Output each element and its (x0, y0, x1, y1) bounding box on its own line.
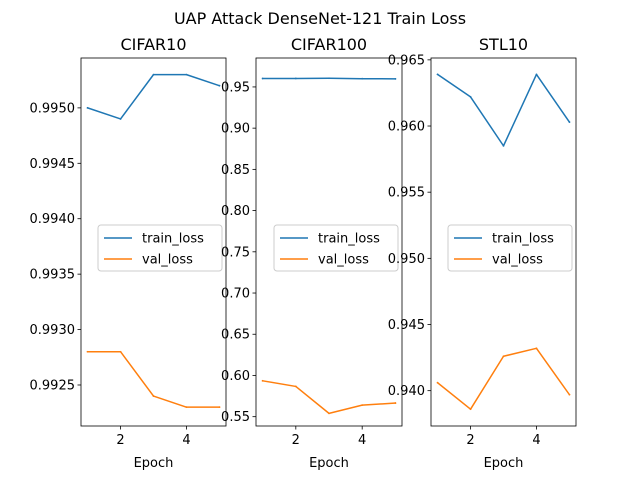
data-point (294, 385, 297, 388)
x-tick-label: 2 (116, 433, 124, 448)
y-axis: 0.55 0.60 0.65 0.70 0.75 0.80 0.85 0.90 0.95 (221, 80, 256, 425)
legend: train_loss val_loss (97, 224, 223, 272)
x-axis-label: Epoch (309, 456, 349, 471)
y-tick-label: 0.950 (388, 252, 425, 267)
legend-label: val_loss (318, 253, 369, 268)
data-point (152, 73, 155, 76)
y-tick-label: 0.945 (388, 318, 425, 333)
series-train-loss (86, 73, 221, 120)
data-point (361, 404, 364, 407)
data-point (328, 77, 330, 80)
data-point (436, 381, 439, 384)
legend: train_loss val_loss (447, 224, 573, 272)
y-tick-label: 0.55 (221, 410, 250, 425)
y-tick-label: 0.965 (388, 53, 425, 68)
subplots: CIFAR100.99250.99300.99350.99400.99450.9… (30, 35, 577, 471)
y-tick-label: 0.90 (221, 122, 250, 137)
y-tick-label: 0.9930 (30, 323, 76, 338)
x-axis-label: Epoch (134, 456, 174, 471)
data-point (261, 379, 264, 382)
y-tick-label: 0.80 (221, 204, 250, 219)
legend: train_loss val_loss (273, 224, 399, 272)
subplot-1: CIFAR100.99250.99300.99350.99400.99450.9… (30, 35, 227, 471)
data-point (119, 350, 122, 353)
y-tick-label: 0.9940 (30, 212, 76, 227)
x-tick-label: 4 (358, 433, 366, 448)
data-point (119, 118, 122, 120)
data-point (568, 121, 571, 123)
data-point (328, 412, 330, 415)
data-point (469, 96, 472, 98)
y-tick-label: 0.60 (221, 369, 250, 384)
y-tick-label: 0.955 (388, 186, 425, 201)
subplot-title: STL10 (479, 35, 528, 54)
data-point (185, 73, 188, 76)
subplot-title: CIFAR10 (120, 35, 186, 54)
y-axis: 0.9925 0.9930 0.9935 0.9940 0.9945 0.9950 (30, 101, 81, 393)
data-point (361, 77, 364, 80)
y-tick-label: 0.9925 (30, 378, 76, 393)
x-tick-label: 2 (292, 433, 300, 448)
data-point (502, 144, 505, 147)
y-tick-label: 0.940 (388, 384, 425, 399)
legend-label: val_loss (492, 253, 543, 268)
data-point (185, 406, 188, 409)
data-point (469, 408, 472, 411)
y-tick-label: 0.9950 (30, 101, 76, 116)
data-point (294, 77, 297, 80)
series-train-loss (436, 73, 571, 147)
y-tick-label: 0.65 (221, 328, 250, 343)
y-tick-label: 0.960 (388, 120, 425, 135)
data-point (261, 77, 264, 80)
data-point (535, 73, 538, 76)
x-tick-label: 2 (466, 433, 474, 448)
series-val-loss (86, 350, 221, 409)
axes-frame (430, 57, 577, 427)
data-point (86, 350, 89, 353)
y-tick-label: 0.95 (221, 80, 250, 95)
legend-label: train_loss (318, 232, 380, 247)
data-point (152, 395, 155, 397)
x-tick-label: 4 (182, 433, 190, 448)
data-point (394, 402, 397, 404)
legend-label: val_loss (142, 253, 193, 268)
y-tick-label: 0.70 (221, 287, 250, 302)
y-tick-label: 0.9945 (30, 157, 76, 172)
y-tick-label: 0.85 (221, 163, 250, 178)
data-point (568, 393, 571, 396)
y-axis: 0.940 0.945 0.950 0.955 0.960 0.965 (388, 53, 431, 399)
figure-title: UAP Attack DenseNet-121 Train Loss (174, 9, 466, 28)
x-tick-label: 4 (532, 433, 540, 448)
axes-frame (80, 57, 227, 427)
data-point (535, 347, 538, 350)
series-train-loss (261, 77, 397, 80)
data-point (502, 355, 505, 358)
subplot-2: CIFAR100 0.55 0.60 0.65 0.70 0.75 0.80 0.85 0.90… (221, 35, 403, 471)
subplot-title: CIFAR100 (291, 35, 367, 54)
x-axis-label: Epoch (484, 456, 524, 471)
data-point (436, 73, 439, 76)
legend-label: train_loss (142, 232, 204, 247)
legend-label: train_loss (492, 232, 554, 247)
data-point (218, 84, 221, 87)
series-val-loss (261, 379, 397, 415)
data-point (218, 406, 221, 409)
y-tick-label: 0.9935 (30, 268, 76, 283)
data-point (394, 77, 397, 80)
y-tick-label: 0.75 (221, 245, 250, 260)
data-point (86, 106, 89, 109)
series-val-loss (436, 347, 571, 411)
axes-frame (255, 57, 403, 427)
